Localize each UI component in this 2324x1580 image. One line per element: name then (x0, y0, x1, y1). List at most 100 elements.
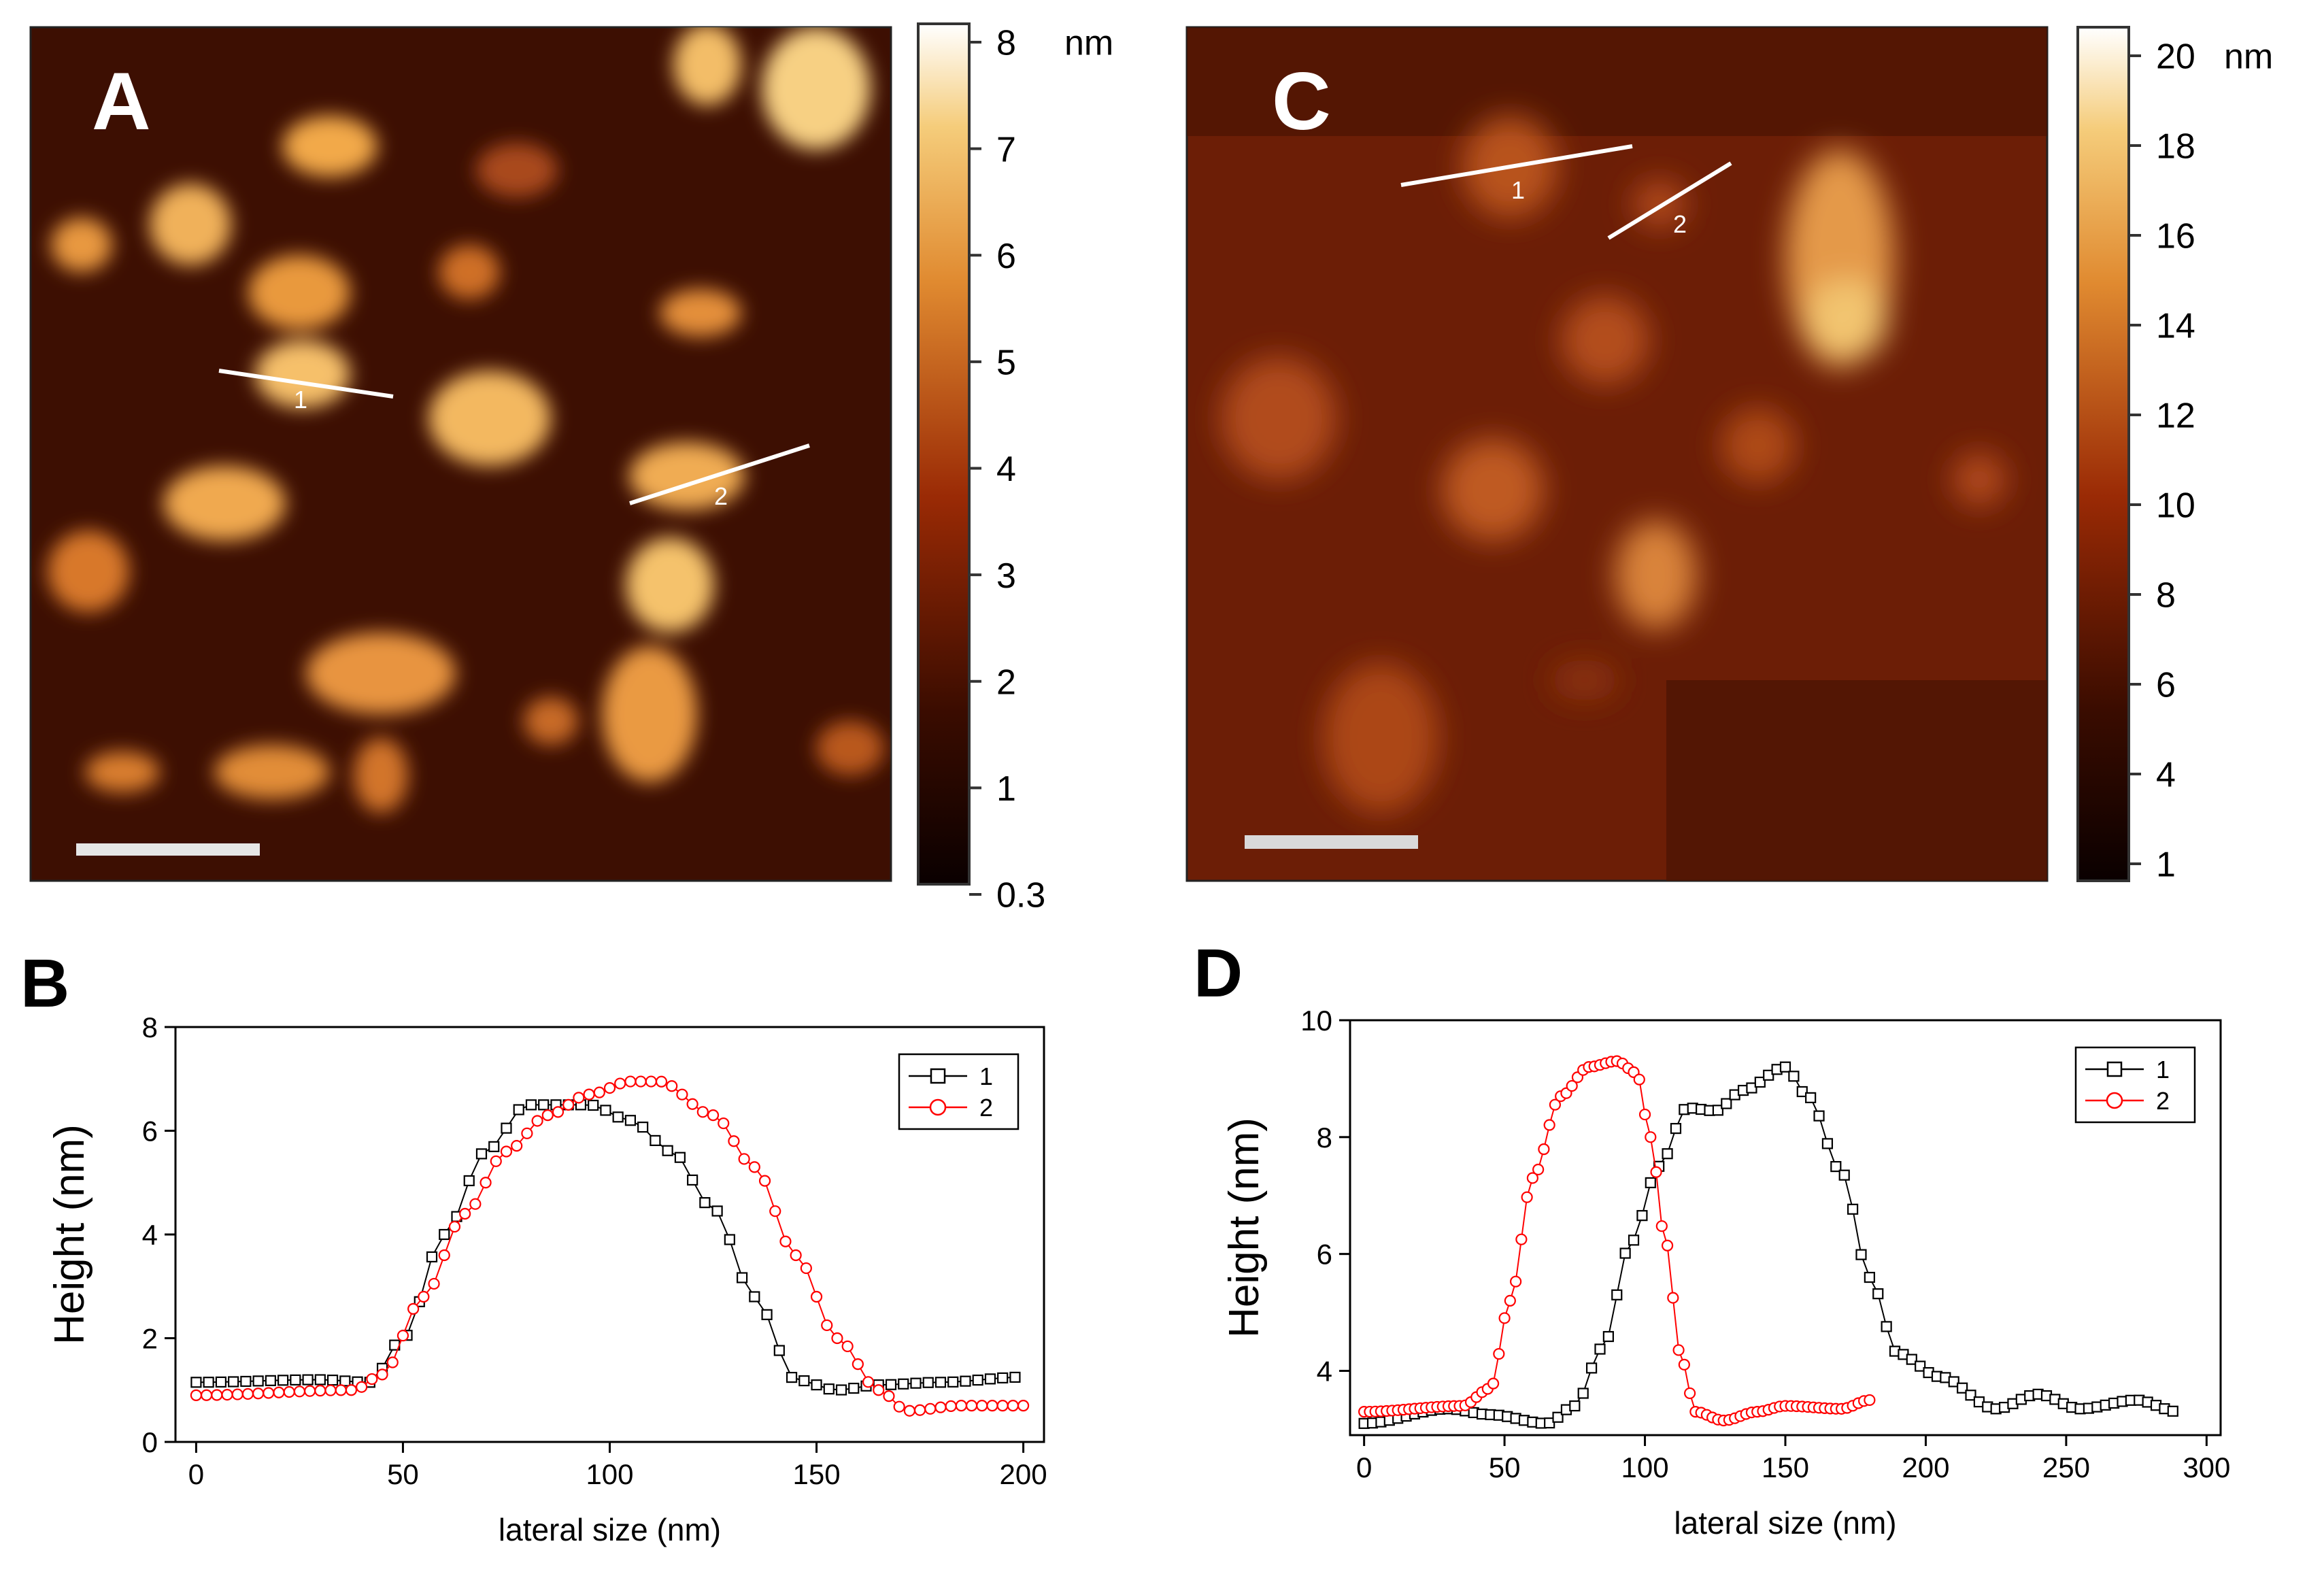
series-2-point (965, 1400, 978, 1412)
y-tick-label: 0 (142, 1426, 158, 1458)
series-1-point (1712, 1105, 1724, 1116)
y-tick-label: 4 (1317, 1355, 1332, 1387)
colorbar-tick-label: 3 (996, 556, 1016, 596)
series-2-point (769, 1205, 781, 1217)
series-1-point (525, 1099, 537, 1111)
series-2-point (469, 1198, 482, 1210)
profile-line-1-a (218, 369, 394, 399)
series-2-point (366, 1373, 378, 1385)
series-1-point (885, 1379, 897, 1390)
x-axis-label: lateral size (nm) (499, 1512, 721, 1547)
series-1-point (1645, 1177, 1656, 1189)
series-1-point (1594, 1343, 1606, 1355)
series-1-point (811, 1379, 822, 1391)
colorbar-tick-label: 1 (2156, 845, 2176, 885)
series-1-point (1965, 1390, 1976, 1401)
series-2-point (924, 1402, 937, 1415)
series-1-point (538, 1099, 550, 1111)
profile-marker-2-a: 2 (714, 482, 728, 510)
series-2-point (1510, 1275, 1522, 1288)
profile-line-2-c (1607, 161, 1732, 240)
series-2-point (1487, 1377, 1500, 1390)
series-1-point (265, 1375, 276, 1386)
series-1-point (1948, 1376, 1959, 1388)
series-1-point (600, 1105, 611, 1116)
legend-marker (2106, 1061, 2123, 1077)
scale-bar-a (76, 843, 260, 856)
series-1-line (1364, 1066, 2174, 1424)
series-1-point (240, 1375, 252, 1388)
colorbar-unit: nm (2224, 37, 2273, 77)
series-1-point (1577, 1388, 1589, 1399)
series-1-point (426, 1251, 438, 1263)
x-tick-label: 200 (1902, 1451, 1949, 1483)
legend-label: 1 (2156, 1056, 2170, 1083)
y-tick-label: 8 (142, 1011, 158, 1043)
series-1-point (960, 1375, 971, 1387)
series-2-point (490, 1155, 502, 1167)
series-2-point (562, 1098, 575, 1111)
series-2-point (1538, 1143, 1550, 1156)
colorbar-tick-label: 7 (996, 130, 1016, 169)
series-1-point (488, 1141, 500, 1152)
series-2-point (190, 1389, 203, 1401)
colorbar-a-ticks: 8 7 6 5 4 3 2 1 0.3 nm (969, 24, 1113, 915)
series-2-point (955, 1400, 967, 1412)
panel-a: A 1 2 8 7 6 5 4 3 2 1 0.3 nm (29, 22, 1113, 915)
series-2-point (810, 1290, 823, 1303)
series-1-point (1602, 1330, 1614, 1343)
profile-marker-1-a: 1 (294, 386, 307, 414)
series-2-point (263, 1387, 275, 1399)
series-2-point (479, 1177, 492, 1189)
series-2-line (196, 1081, 1024, 1412)
series-2-point (1678, 1358, 1690, 1371)
y-axis-label: Height (nm) (1221, 1117, 1268, 1338)
series-2-point (758, 1175, 771, 1187)
colorbar-a (917, 22, 971, 886)
legend-label: 2 (2156, 1087, 2170, 1115)
series-2-point (635, 1075, 647, 1088)
colorbar-unit: nm (1064, 24, 1113, 63)
series-1-point (326, 1374, 339, 1386)
series-2-point (696, 1106, 709, 1118)
series-2-point (304, 1385, 316, 1397)
series-2-point (903, 1405, 915, 1417)
series-2-point (707, 1109, 720, 1122)
x-tick-label: 150 (1762, 1451, 1809, 1483)
series-2-point (1515, 1233, 1528, 1245)
y-tick-label: 10 (1300, 1005, 1332, 1037)
series-2-point (686, 1098, 698, 1110)
series-2-point (221, 1389, 233, 1401)
series-1-point (736, 1272, 748, 1283)
series-2-point (831, 1332, 843, 1345)
series-1-point (1915, 1360, 1926, 1372)
colorbar-tick-label: 0.3 (996, 876, 1045, 915)
series-1-point (761, 1309, 773, 1320)
series-2-point (1007, 1400, 1019, 1412)
series-2-point (1566, 1079, 1578, 1092)
y-axis-label: Height (nm) (46, 1124, 93, 1345)
series-1-point (1838, 1169, 1850, 1181)
x-tick-label: 0 (188, 1458, 204, 1490)
series-2-point (1864, 1394, 1876, 1407)
series-1-point (984, 1373, 996, 1385)
series-1-point (612, 1111, 624, 1123)
colorbar-c-ticks: 20 18 16 14 12 10 8 6 4 1 nm (2129, 37, 2273, 885)
series-2-point (779, 1235, 792, 1247)
y-tick-label: 6 (1317, 1239, 1332, 1271)
series-2-point (531, 1115, 543, 1127)
colorbar-tick-label: 4 (996, 450, 1016, 489)
series-1-point (1872, 1288, 1884, 1300)
series-1-point (1721, 1098, 1732, 1109)
series-2-point (893, 1400, 905, 1413)
series-1-point (674, 1152, 686, 1163)
series-1-line (196, 1104, 1015, 1391)
series-2-point (428, 1277, 440, 1290)
series-1-point (290, 1374, 301, 1385)
afm-a-features (48, 27, 884, 813)
series-2-point (293, 1385, 306, 1398)
chart-b: 0 50 100 150 200 0 2 4 6 8 lateral size (nm) Height… (46, 1011, 1047, 1547)
chart-d: 0 50 100 150 200 250 300 4 6 8 10 lateral size (nm)… (1221, 1005, 2230, 1541)
x-tick-label: 0 (1356, 1451, 1372, 1483)
panel-label-b: B (20, 945, 69, 1022)
